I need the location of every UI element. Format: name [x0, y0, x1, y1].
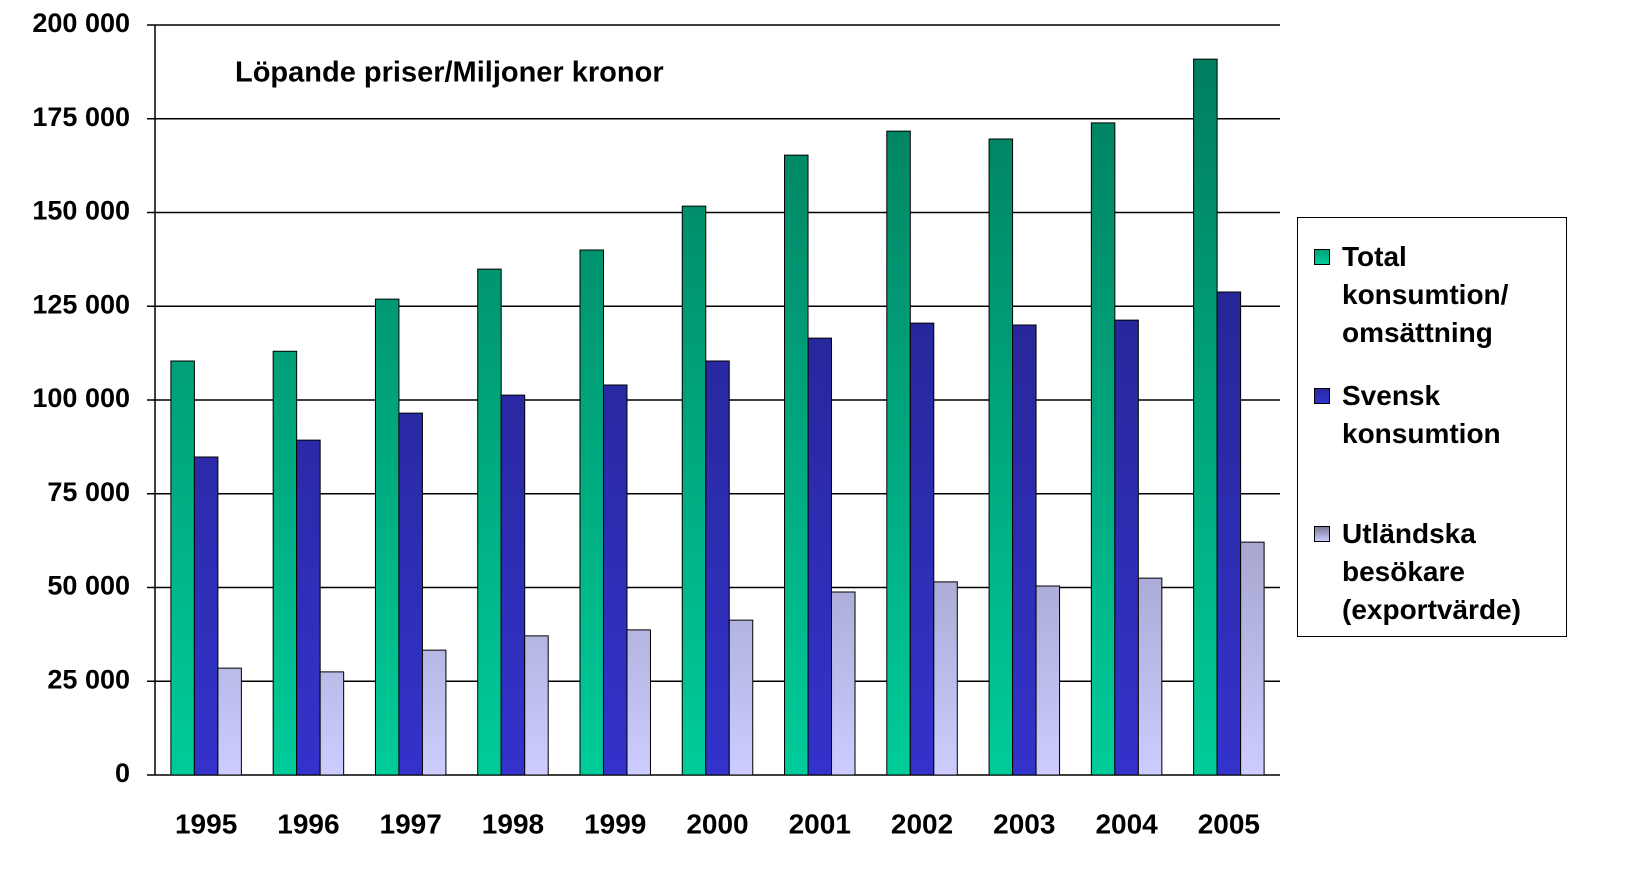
- y-tick-label: 200 000: [32, 8, 130, 38]
- x-tick-label: 1999: [584, 808, 646, 839]
- bar: [705, 360, 730, 776]
- x-tick-label: 2004: [1095, 808, 1158, 839]
- bar: [217, 667, 242, 776]
- y-tick-label: 150 000: [32, 196, 130, 226]
- bar: [500, 394, 526, 776]
- legend-swatch: [1314, 388, 1330, 404]
- x-tick-label: 2002: [891, 808, 953, 839]
- bar: [784, 154, 809, 776]
- x-tick-label: 1998: [482, 808, 544, 839]
- bar: [1012, 324, 1037, 776]
- x-tick-label: 1997: [380, 808, 442, 839]
- bar: [886, 130, 911, 776]
- bar: [1090, 122, 1116, 776]
- bar: [193, 456, 219, 776]
- bar: [374, 298, 400, 776]
- y-tick-label: 75 000: [47, 477, 130, 507]
- y-tick-label: 125 000: [32, 289, 130, 319]
- bar: [831, 591, 856, 776]
- chart-title: Löpande priser/Miljoner kronor: [235, 57, 664, 89]
- bar: [421, 649, 447, 776]
- bar: [319, 671, 345, 776]
- y-tick-label: 0: [115, 758, 130, 788]
- bar: [909, 322, 935, 776]
- bar: [988, 138, 1014, 776]
- bar: [579, 249, 604, 776]
- bar: [1216, 291, 1242, 776]
- x-tick-label: 2005: [1198, 808, 1260, 839]
- y-tick-label: 175 000: [32, 102, 130, 132]
- legend-swatch: [1314, 526, 1330, 542]
- bar: [170, 360, 195, 776]
- x-tick-label: 1995: [175, 808, 237, 839]
- legend: Total konsumtion/ omsättning Svensk konsu…: [1297, 217, 1567, 637]
- bar: [681, 205, 707, 776]
- bar: [728, 619, 754, 776]
- y-tick-label: 100 000: [32, 383, 130, 413]
- bar: [626, 629, 651, 776]
- bar: [1035, 585, 1061, 776]
- bar: [1240, 541, 1265, 776]
- legend-label: Utländska besökare (exportvärde): [1342, 518, 1521, 625]
- x-tick-label: 2001: [789, 808, 851, 839]
- bar: [602, 384, 628, 776]
- y-tick-label: 50 000: [47, 571, 130, 601]
- x-tick-label: 2000: [686, 808, 748, 839]
- legend-label: Svensk konsumtion: [1342, 380, 1501, 449]
- y-tick-label: 25 000: [47, 664, 130, 694]
- bar: [1193, 58, 1218, 776]
- x-tick-label: 1996: [277, 808, 339, 839]
- bar: [807, 337, 833, 776]
- bar: [1114, 319, 1139, 776]
- bar: [524, 635, 549, 776]
- bar: [1137, 577, 1163, 776]
- legend-label: Total konsumtion/ omsättning: [1342, 241, 1509, 348]
- bar: [296, 439, 321, 776]
- legend-swatch: [1314, 249, 1330, 265]
- x-tick-label: 2003: [993, 808, 1055, 839]
- bar: [477, 268, 502, 776]
- bar: [272, 350, 298, 776]
- bar: [933, 581, 958, 776]
- bar: [398, 412, 423, 776]
